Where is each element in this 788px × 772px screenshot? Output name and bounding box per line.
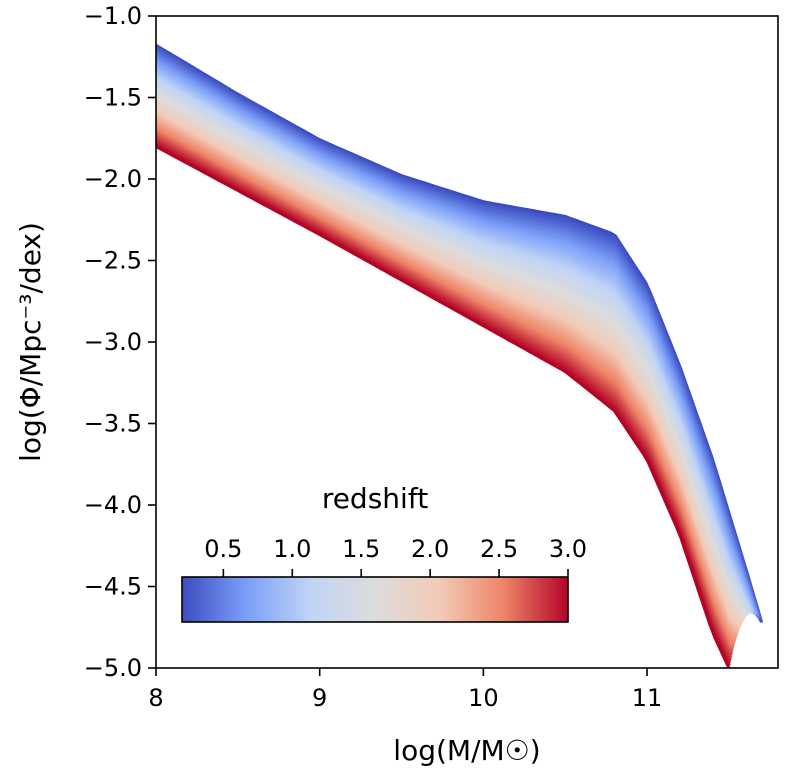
- colorbar-tick-label: 3.0: [549, 535, 587, 563]
- y-tick-label: −4.0: [84, 491, 142, 519]
- y-axis-label: log(Φ/Mpc⁻³/dex): [14, 222, 47, 462]
- colorbar-label: redshift: [322, 482, 428, 515]
- y-tick-label: −2.5: [84, 247, 142, 275]
- y-axis: −1.0 −1.5 −2.0 −2.5 −3.0 −3.5 −4.0 −4.5 −5.0: [84, 2, 156, 682]
- x-tick-label: 11: [632, 684, 663, 712]
- x-axis-label: log(M/M☉): [393, 734, 540, 767]
- colorbar: redshift 0.5 1.0 1.5 2.0 2.5 3.0: [181, 482, 587, 623]
- x-tick-label: 10: [468, 684, 499, 712]
- colorbar-tick-label: 1.5: [342, 535, 380, 563]
- colorbar-ticks: 0.5 1.0 1.5 2.0 2.5 3.0: [204, 535, 587, 577]
- y-tick-label: −1.0: [84, 2, 142, 30]
- y-tick-label: −4.5: [84, 573, 142, 601]
- x-tick-label: 8: [148, 684, 163, 712]
- y-tick-label: −3.5: [84, 410, 142, 438]
- colorbar-tick-label: 2.5: [480, 535, 518, 563]
- x-axis: 8 9 10 11: [148, 668, 662, 712]
- colorbar-tick-label: 1.0: [273, 535, 311, 563]
- mass-function-curve: [156, 144, 731, 668]
- colorbar-tick-label: 2.0: [411, 535, 449, 563]
- colorbar-gradient: [181, 576, 569, 623]
- x-tick-label: 9: [312, 684, 327, 712]
- y-tick-label: −3.0: [84, 328, 142, 356]
- colorbar-tick-label: 0.5: [204, 535, 242, 563]
- redshift-band-curves: [156, 43, 764, 668]
- y-tick-label: −1.5: [84, 84, 142, 112]
- y-tick-label: −5.0: [84, 654, 142, 682]
- y-tick-label: −2.0: [84, 165, 142, 193]
